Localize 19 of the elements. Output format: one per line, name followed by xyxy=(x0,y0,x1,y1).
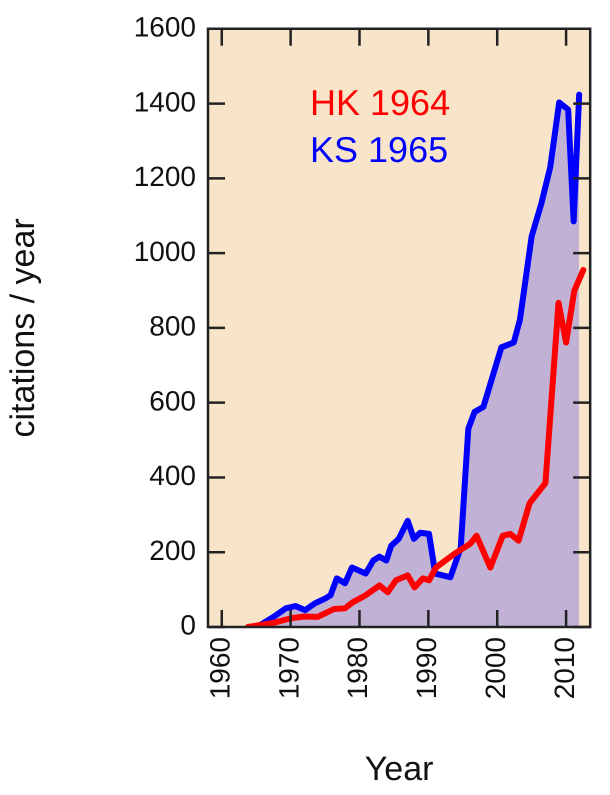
y-tick-label: 400 xyxy=(149,460,196,492)
y-tick-label: 1000 xyxy=(134,236,196,267)
x-tick-label: 2010 xyxy=(548,637,580,700)
y-tick-label: 600 xyxy=(149,385,196,416)
x-tick-label: 1990 xyxy=(411,637,442,700)
y-tick-label: 1200 xyxy=(134,161,196,192)
x-tick-label: 1970 xyxy=(273,637,304,700)
x-tick-label: 1980 xyxy=(342,637,374,700)
y-tick-label: 800 xyxy=(149,310,196,342)
x-tick-label: 1960 xyxy=(204,637,236,700)
y-tick-label: 1400 xyxy=(134,86,196,118)
x-tick-label: 2000 xyxy=(480,637,511,700)
text: KS 1965 xyxy=(310,128,448,170)
y-tick-label: 1600 xyxy=(134,12,196,43)
x-axis-title: Year xyxy=(364,750,434,788)
y-tick-label: 0 xyxy=(180,610,196,641)
text: HK 1964 xyxy=(310,82,450,123)
y-axis-title: citations / year xyxy=(4,218,42,438)
y-tick-label: 200 xyxy=(149,534,196,566)
